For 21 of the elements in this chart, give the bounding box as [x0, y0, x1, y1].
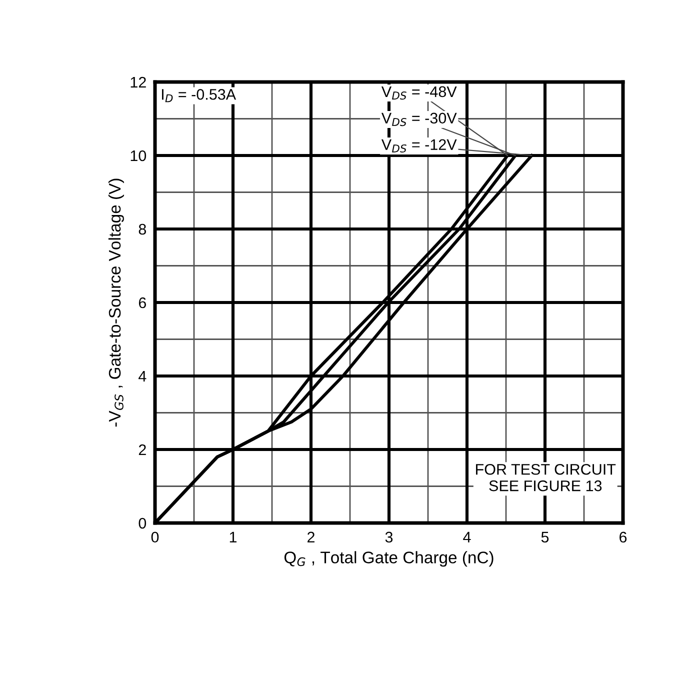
x-tick-label: 2 — [308, 532, 314, 542]
y-tick-label: 12 — [130, 76, 146, 88]
y-tick-label: 10 — [130, 150, 146, 162]
x-tick-label: 0 — [151, 532, 159, 543]
x-tick-label: 4 — [463, 532, 471, 542]
annotation: FOR TEST CIRCUIT SEE FIGURE 13 — [476, 464, 616, 492]
y-tick-label: 2 — [138, 444, 146, 456]
y-tick-label: 8 — [138, 224, 146, 235]
y-tick-label: 6 — [138, 297, 146, 308]
text: V$_{DS}$ = -30V — [381, 112, 457, 126]
annotation: I$_{D}$ = -0.53A — [162, 88, 236, 102]
y-tick-label: 4 — [138, 371, 146, 382]
text: V$_{DS}$ = -48V — [381, 86, 457, 100]
y-tick-label: 0 — [138, 518, 146, 529]
x-tick-label: 1 — [230, 532, 237, 542]
y-axis-title: -V$_{GS}$ , Gate-to-Source Voltage (V) — [108, 178, 124, 427]
x-tick-label: 6 — [620, 532, 627, 543]
x-tick-label: 3 — [385, 532, 393, 543]
x-axis-title: Q$_{G}$ , Total Gate Charge (nC) — [284, 551, 494, 567]
text: V$_{DS}$ = -12V — [381, 139, 457, 153]
x-tick-label: 5 — [541, 532, 549, 543]
